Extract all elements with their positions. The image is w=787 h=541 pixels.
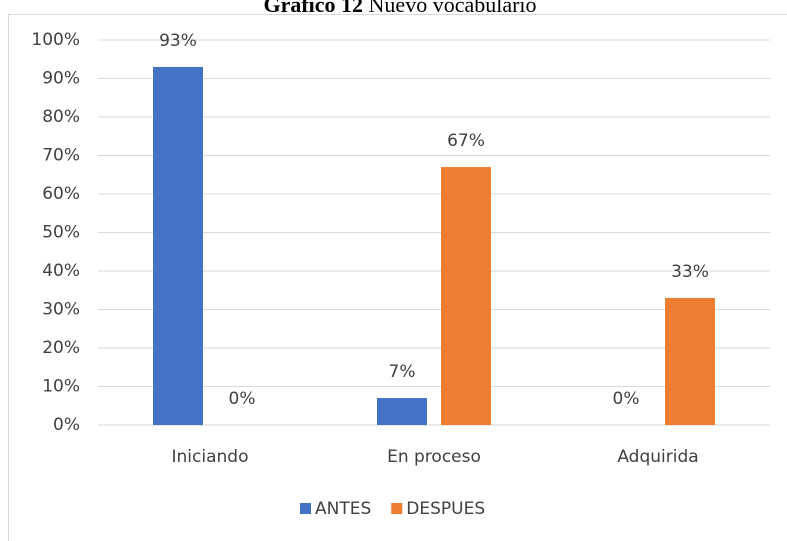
bar [441,167,491,426]
legend-swatch [391,503,403,514]
y-tick-label: 0% [53,415,80,435]
x-tick-label: Adquirida [617,447,698,467]
y-tick-label: 100% [31,30,80,50]
legend-label: ANTES [315,499,371,519]
y-tick-label: 60% [42,184,80,204]
bar [153,66,203,425]
data-label: 33% [671,262,709,282]
x-tick-label: En proceso [387,447,481,467]
chart-border [8,14,787,541]
x-tick-label: Iniciando [172,447,249,467]
data-label: 7% [389,362,416,382]
data-label: 0% [613,389,640,409]
bar [377,398,427,425]
y-tick-label: 20% [42,338,80,358]
y-tick-label: 90% [42,69,80,89]
y-tick-label: 80% [42,107,80,127]
y-tick-label: 10% [42,377,80,397]
chart-title: Gráfico 12 Nuevo vocabulario [263,0,536,17]
data-label: 0% [229,389,256,409]
y-tick-label: 70% [42,146,80,166]
title-prefix: Gráfico 12 [263,0,363,17]
y-tick-label: 40% [42,261,80,281]
y-tick-label: 30% [42,300,80,320]
y-tick-label: 50% [42,223,80,243]
data-label: 67% [447,131,485,151]
title-text: Nuevo vocabulario [369,0,537,17]
legend-label: DESPUES [406,499,485,519]
legend-swatch [300,503,311,514]
data-label: 93% [159,31,197,51]
bar [665,297,715,425]
